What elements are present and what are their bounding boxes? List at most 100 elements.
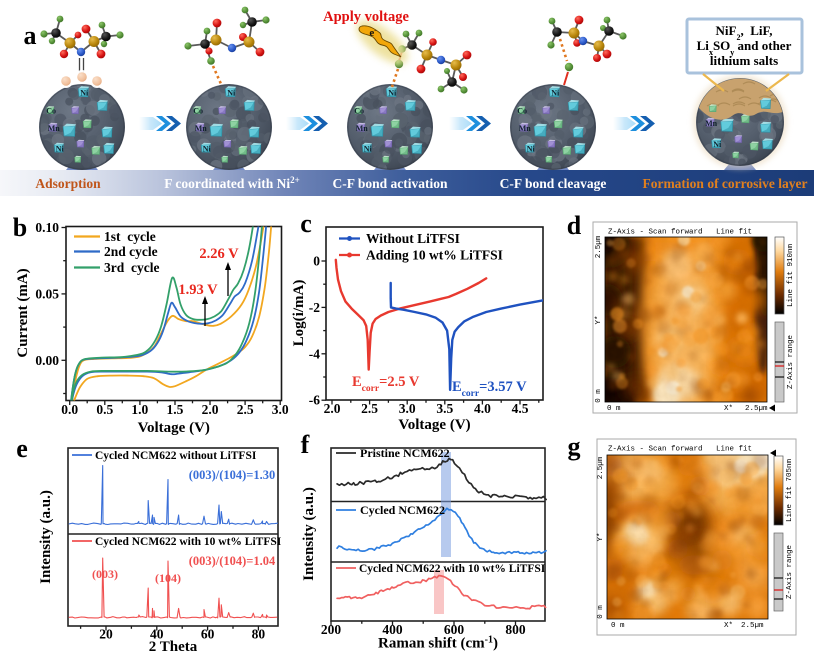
svg-text:4.0: 4.0 xyxy=(474,401,491,416)
svg-text:NiF2, LiF,: NiF2, LiF, xyxy=(716,23,773,42)
svg-text:80: 80 xyxy=(252,627,266,642)
svg-text:f: f xyxy=(301,430,310,459)
svg-text:-4: -4 xyxy=(309,346,320,361)
svg-text:1.0: 1.0 xyxy=(131,402,148,417)
svg-text:Co: Co xyxy=(46,107,56,116)
svg-text:2.0: 2.0 xyxy=(202,402,219,417)
svg-text:(003)/(104)=1.04: (003)/(104)=1.04 xyxy=(189,554,276,568)
svg-text:0 m: 0 m xyxy=(597,605,605,619)
svg-text:Line fit 705nm: Line fit 705nm xyxy=(786,458,794,522)
svg-text:a: a xyxy=(24,21,37,50)
svg-text:Z-Axis range: Z-Axis range xyxy=(787,335,795,389)
svg-text:Mn: Mn xyxy=(356,124,369,133)
svg-text:Pristine NCM622: Pristine NCM622 xyxy=(360,446,450,460)
svg-text:Mn: Mn xyxy=(519,124,532,133)
svg-text:F coordinated with Ni2+: F coordinated with Ni2+ xyxy=(164,175,300,191)
svg-text:2.5: 2.5 xyxy=(237,402,254,417)
svg-text:Log(i/mA): Log(i/mA) xyxy=(291,280,307,347)
svg-text:0 m: 0 m xyxy=(611,622,625,630)
svg-text:Line fit 910nm: Line fit 910nm xyxy=(787,243,795,307)
svg-text:(003): (003) xyxy=(92,567,118,581)
svg-text:Co: Co xyxy=(517,107,527,116)
svg-text:2nd cycle: 2nd cycle xyxy=(104,244,158,259)
svg-text:c: c xyxy=(300,209,312,238)
svg-text:600: 600 xyxy=(444,622,465,637)
svg-text:400: 400 xyxy=(382,622,403,637)
svg-text:Without LiTFSI: Without LiTFSI xyxy=(366,231,460,246)
svg-text:2.0: 2.0 xyxy=(324,401,341,416)
svg-text:Voltage (V): Voltage (V) xyxy=(138,420,210,436)
svg-text:Y*: Y* xyxy=(595,315,603,324)
svg-text:Raman shift (cm-1): Raman shift (cm-1) xyxy=(378,634,498,652)
svg-text:C-F bond cleavage: C-F bond cleavage xyxy=(500,176,607,191)
svg-text:0: 0 xyxy=(313,254,320,269)
svg-text:lithium salts: lithium salts xyxy=(710,53,778,68)
svg-text:0.5: 0.5 xyxy=(96,402,113,417)
svg-text:2.5µm: 2.5µm xyxy=(597,456,605,479)
svg-text:Ni: Ni xyxy=(364,145,373,154)
svg-text:Co: Co xyxy=(354,107,364,116)
svg-text:e: e xyxy=(16,434,28,463)
svg-text:Mn: Mn xyxy=(705,119,718,128)
svg-text:Ni: Ni xyxy=(203,145,212,154)
svg-text:2.5µm: 2.5µm xyxy=(745,405,768,413)
svg-text:-2: -2 xyxy=(309,300,320,315)
svg-text:1st cycle: 1st cycle xyxy=(104,229,156,244)
svg-text:Z-Axis - Scan forward Line f: Z-Axis - Scan forward Line fit xyxy=(608,229,752,237)
svg-text:Cycled NCM622 with 10 wt% LiTF: Cycled NCM622 with 10 wt% LiTFSI xyxy=(95,536,282,548)
svg-text:0 m: 0 m xyxy=(595,389,603,403)
svg-text:Ni: Ni xyxy=(713,140,722,149)
svg-text:0.00: 0.00 xyxy=(35,353,59,368)
svg-text:C-F bond activation: C-F bond activation xyxy=(332,176,447,191)
svg-text:Intensity (a.u.): Intensity (a.u.) xyxy=(301,487,317,581)
svg-text:1.93 V: 1.93 V xyxy=(178,282,218,298)
svg-text:d: d xyxy=(567,211,582,240)
svg-text:LixSOy and other: LixSOy and other xyxy=(697,38,792,57)
svg-text:3.5: 3.5 xyxy=(436,401,453,416)
svg-text:Cycled NCM622 without LiTFSI: Cycled NCM622 without LiTFSI xyxy=(95,450,257,462)
svg-text:g: g xyxy=(568,432,581,461)
svg-text:e-: e- xyxy=(369,26,377,39)
svg-text:0 m: 0 m xyxy=(607,405,621,413)
svg-text:Voltage (V): Voltage (V) xyxy=(398,417,470,433)
svg-text:4.5: 4.5 xyxy=(512,401,529,416)
svg-text:Ni: Ni xyxy=(56,145,65,154)
svg-text:b: b xyxy=(13,213,27,242)
svg-text:0.0: 0.0 xyxy=(61,402,78,417)
svg-text:2 Theta: 2 Theta xyxy=(149,639,198,655)
svg-text:1.5: 1.5 xyxy=(167,402,184,417)
svg-text:Ni: Ni xyxy=(388,89,397,98)
svg-text:Ni: Ni xyxy=(227,89,236,98)
svg-text:800: 800 xyxy=(505,622,526,637)
svg-text:200: 200 xyxy=(321,622,342,637)
svg-text:Formation of corrosive layer: Formation of corrosive layer xyxy=(642,176,807,191)
svg-text:Mn: Mn xyxy=(195,124,208,133)
svg-text:2.5µm: 2.5µm xyxy=(595,235,603,258)
svg-text:2.5: 2.5 xyxy=(361,401,378,416)
svg-text:Intensity (a.u.): Intensity (a.u.) xyxy=(38,490,54,584)
svg-text:0.10: 0.10 xyxy=(35,220,59,235)
svg-text:Ni: Ni xyxy=(80,89,89,98)
svg-text:Adsorption: Adsorption xyxy=(35,176,101,191)
svg-text:Cycled NCM622: Cycled NCM622 xyxy=(360,503,445,517)
svg-text:2.5µm: 2.5µm xyxy=(741,622,764,630)
svg-text:(104): (104) xyxy=(155,571,181,585)
svg-text:3rd cycle: 3rd cycle xyxy=(104,260,159,275)
svg-text:Mn: Mn xyxy=(48,124,61,133)
svg-text:Ecorr=2.5 V: Ecorr=2.5 V xyxy=(352,374,420,394)
svg-text:0.05: 0.05 xyxy=(35,286,59,301)
svg-text:(003)/(104)=1.30: (003)/(104)=1.30 xyxy=(189,468,276,482)
svg-text:Apply voltage: Apply voltage xyxy=(323,9,409,25)
svg-text:20: 20 xyxy=(99,627,113,642)
svg-text:Y*: Y* xyxy=(597,532,605,541)
svg-text:2.26 V: 2.26 V xyxy=(199,246,239,262)
svg-text:X*: X* xyxy=(724,622,733,630)
svg-text:Ni: Ni xyxy=(551,89,560,98)
svg-text:3.0: 3.0 xyxy=(272,402,289,417)
svg-text:-6: -6 xyxy=(309,393,320,408)
svg-text:40: 40 xyxy=(150,627,164,642)
svg-text:60: 60 xyxy=(201,627,215,642)
svg-text:Current (mA): Current (mA) xyxy=(15,268,31,357)
svg-text:3.0: 3.0 xyxy=(399,401,416,416)
svg-text:X*: X* xyxy=(724,405,733,413)
